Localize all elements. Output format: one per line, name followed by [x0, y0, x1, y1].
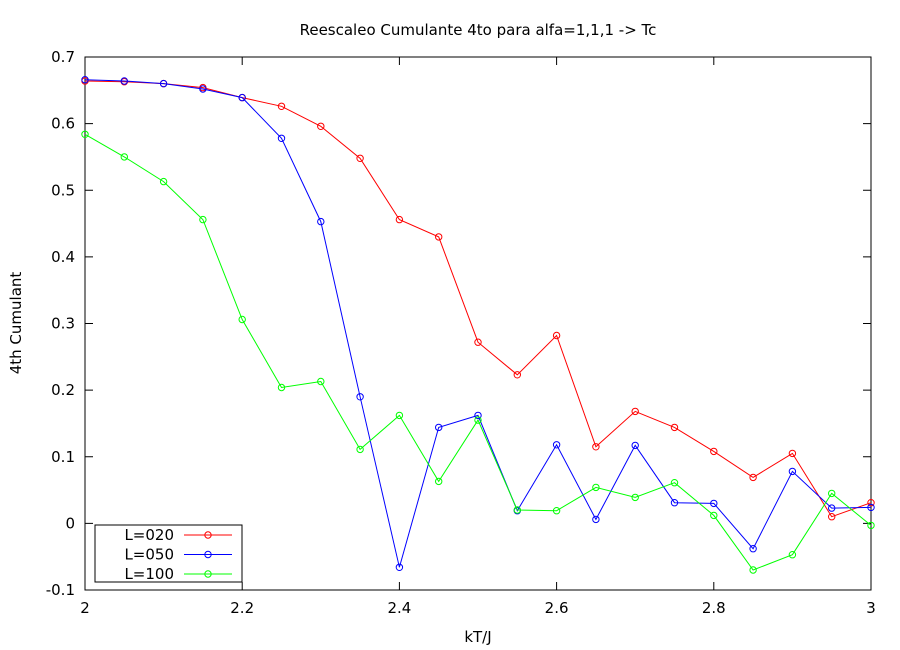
data-point: [238, 93, 246, 102]
x-tick-label: 3: [866, 599, 876, 617]
data-point: [552, 331, 561, 340]
data-point: [788, 467, 797, 476]
data-point: [749, 545, 757, 553]
data-point: [474, 338, 482, 346]
y-tick-label: 0.4: [51, 248, 75, 266]
data-point: [81, 130, 89, 139]
data-point: [710, 447, 718, 456]
data-point: [788, 551, 797, 559]
data-point: [513, 506, 521, 514]
plot-frame: [84, 56, 872, 591]
y-tick-label: 0.6: [51, 115, 75, 133]
data-point: [159, 79, 168, 88]
series-line: [84, 133, 872, 571]
data-point: [513, 371, 521, 379]
data-point: [435, 477, 443, 486]
data-point: [474, 416, 482, 424]
series-L=100: [81, 130, 875, 574]
data-point: [199, 215, 207, 224]
y-tick-label: -0.1: [46, 581, 75, 599]
x-tick-label: 2: [80, 599, 90, 617]
data-point: [199, 85, 207, 93]
data-point: [81, 76, 89, 84]
data-point: [277, 383, 286, 392]
data-point: [867, 499, 875, 507]
data-point: [592, 443, 600, 451]
y-tick-label: 0.7: [51, 48, 75, 66]
data-point: [356, 445, 364, 454]
data-point: [238, 315, 246, 324]
y-tick-label: 0: [65, 514, 75, 532]
data-point: [317, 122, 325, 131]
series-L=050: [81, 76, 875, 571]
data-point: [435, 423, 443, 432]
data-point: [749, 566, 757, 574]
legend-label: L=100: [124, 565, 174, 583]
plot-series: [81, 76, 875, 574]
data-point: [867, 521, 875, 530]
data-point: [120, 77, 129, 85]
y-tick-label: 0.5: [51, 181, 75, 199]
y-axis: -0.1 0 0.1 0.2 0.3 0.4 0.5 0.6 0.7: [46, 48, 871, 599]
data-point: [120, 153, 129, 161]
x-tick-label: 2.4: [387, 599, 411, 617]
data-point: [867, 503, 875, 512]
legend-label: L=020: [124, 526, 174, 544]
data-point: [670, 423, 679, 432]
data-point: [395, 563, 404, 571]
legend-swatch-marker: [204, 570, 212, 578]
y-tick-label: 0.2: [51, 381, 75, 399]
data-point: [356, 393, 364, 401]
x-tick-label: 2.2: [230, 599, 254, 617]
data-point: [710, 511, 718, 520]
data-point: [552, 441, 561, 449]
data-point: [552, 507, 561, 515]
data-point: [631, 493, 639, 502]
y-tick-label: 0.1: [51, 448, 75, 466]
data-point: [592, 515, 600, 524]
data-point: [710, 499, 718, 508]
data-point: [395, 215, 404, 224]
data-point: [474, 411, 482, 420]
data-point: [317, 377, 325, 386]
data-point: [592, 483, 600, 492]
data-point: [828, 504, 836, 512]
data-point: [828, 489, 836, 498]
x-tick-label: 2.6: [545, 599, 569, 617]
series-line: [84, 80, 872, 518]
data-point: [749, 473, 757, 482]
x-axis-label: kT/J: [464, 628, 491, 646]
y-tick-label: 0.3: [51, 315, 75, 333]
legend-label: L=050: [124, 546, 174, 564]
legend-swatch-marker: [204, 531, 212, 539]
data-point: [788, 449, 797, 458]
data-point: [435, 233, 443, 241]
data-point: [317, 217, 325, 226]
data-point: [356, 154, 364, 163]
x-tick-label: 2.8: [702, 599, 726, 617]
data-point: [631, 407, 639, 416]
y-axis-label: 4th Cumulant: [7, 272, 25, 375]
data-point: [631, 441, 639, 450]
data-point: [277, 102, 286, 111]
data-point: [159, 177, 168, 186]
data-point: [277, 134, 286, 143]
series-L=020: [81, 77, 875, 521]
data-point: [395, 411, 404, 420]
data-point: [828, 513, 836, 521]
series-line: [84, 79, 872, 568]
legend-swatch-marker: [204, 550, 212, 559]
data-point: [670, 499, 679, 507]
x-axis: 2 2.2 2.4 2.6 2.8 3: [80, 57, 876, 617]
chart-title: Reescaleo Cumulante 4to para alfa=1,1,1 …: [300, 21, 657, 39]
data-point: [670, 479, 679, 487]
